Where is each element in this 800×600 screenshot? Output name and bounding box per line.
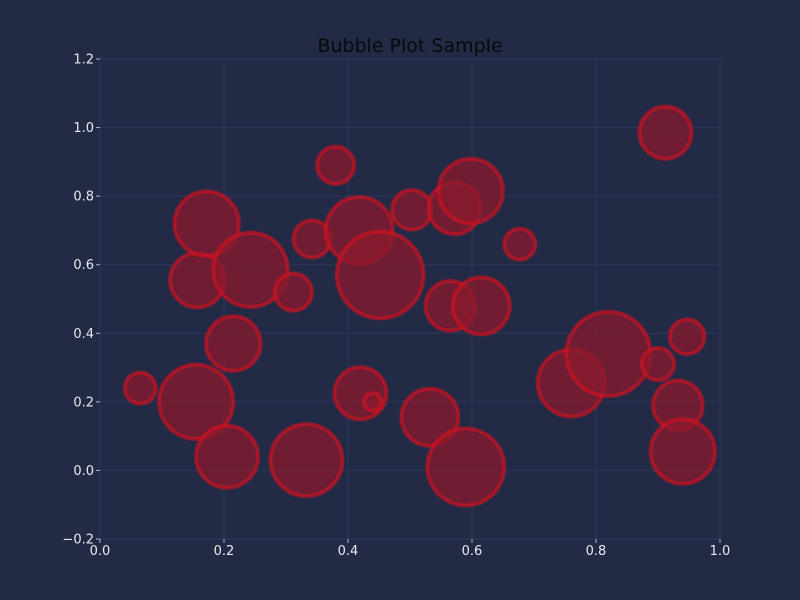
x-tick-label: 0.0 (90, 544, 111, 559)
bubble-point (637, 104, 694, 161)
bubble-point (272, 271, 315, 313)
bubble-point (268, 422, 345, 499)
tick-labels: 0.0 0.2 0.4 0.6 0.8 1.0−0.20.00.20.40.60.81.0… (62, 53, 730, 560)
bubble-point (211, 230, 290, 310)
bubble-point (667, 317, 707, 357)
x-tick-label: 0.4 (338, 544, 359, 559)
x-tick-label: 0.8 (586, 544, 607, 559)
bubble-layer (122, 104, 718, 508)
bubble-point (564, 309, 653, 399)
bubble-point (194, 423, 261, 490)
y-tick-label: 0.2 (73, 395, 94, 410)
y-tick-label: 1.0 (73, 121, 94, 136)
bubble-point (334, 229, 426, 321)
x-tick-label: 0.2 (214, 544, 235, 559)
bubble-point (156, 362, 236, 442)
bubble-point (425, 426, 507, 508)
x-tick-label: 0.6 (462, 544, 483, 559)
y-tick-label: 1.2 (73, 53, 94, 68)
bubble-point (436, 156, 506, 226)
bubble-point (362, 391, 384, 413)
bubble-point (315, 144, 357, 186)
y-tick-label: −0.2 (62, 533, 94, 548)
bubble-point (502, 226, 538, 262)
bubble-point (204, 314, 263, 373)
chart-title: Bubble Plot Sample (317, 35, 502, 57)
y-tick-label: 0.0 (73, 464, 94, 479)
y-tick-label: 0.4 (73, 327, 94, 342)
bubble-point (450, 275, 512, 337)
bubble-point (639, 346, 677, 383)
y-tick-label: 0.8 (73, 190, 94, 205)
bubble-point (390, 188, 434, 232)
axes (96, 58, 721, 543)
bubble-point (648, 417, 718, 486)
y-tick-label: 0.6 (73, 258, 94, 273)
bubble-point (122, 370, 158, 406)
x-tick-label: 1.0 (710, 544, 731, 559)
bubble-point (399, 386, 461, 448)
bubble-point (172, 189, 241, 258)
